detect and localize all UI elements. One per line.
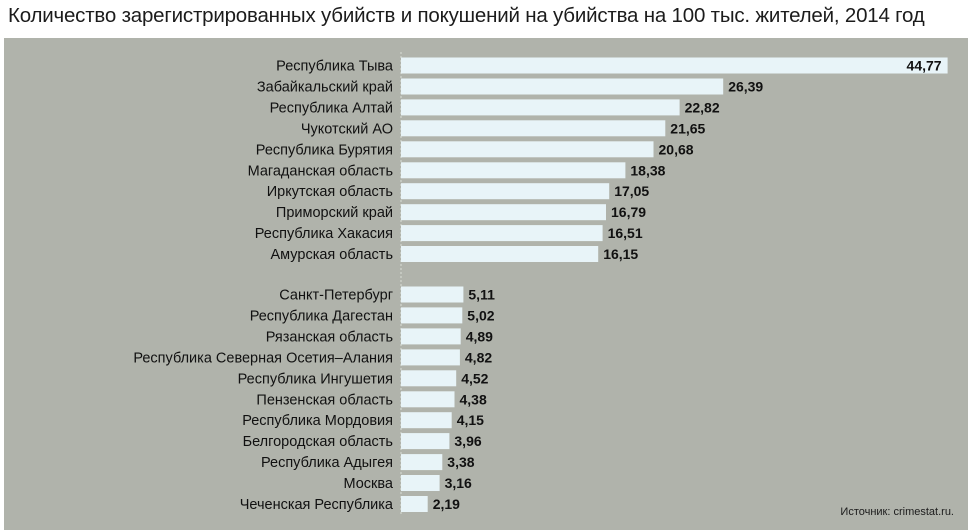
bar — [401, 496, 428, 512]
category-label: Республика Алтай — [270, 100, 393, 116]
bar — [401, 225, 603, 242]
value-label: 17,05 — [614, 183, 649, 199]
bar — [401, 433, 450, 450]
value-label: 5,02 — [467, 307, 494, 323]
value-label: 4,15 — [457, 412, 484, 428]
bar — [401, 162, 626, 179]
source-note: Источник: crimestat.ru. — [840, 506, 954, 518]
category-label: Иркутская область — [267, 184, 393, 200]
value-label: 16,79 — [611, 204, 646, 220]
value-label: 20,68 — [659, 141, 694, 157]
value-label: 26,39 — [728, 79, 763, 95]
category-label: Республика Ингушетия — [238, 371, 393, 387]
category-label: Республика Бурятия — [256, 142, 393, 158]
category-label: Республика Хакасия — [255, 226, 393, 242]
category-label: Москва — [343, 476, 393, 492]
value-label: 3,38 — [447, 454, 474, 470]
category-label: Магаданская область — [248, 163, 393, 179]
value-label: 4,38 — [460, 391, 487, 407]
category-label: Рязанская область — [266, 329, 393, 345]
category-label: Республика Мордовия — [242, 413, 393, 429]
value-label: 4,52 — [461, 370, 488, 386]
bar — [401, 99, 680, 116]
value-label: 16,51 — [608, 225, 643, 241]
bar — [401, 412, 452, 429]
category-label: Амурская область — [271, 247, 394, 263]
bar — [401, 78, 724, 95]
bar — [401, 370, 457, 387]
category-label: Пензенская область — [256, 392, 393, 408]
value-label: 44,77 — [907, 58, 942, 74]
bar — [401, 307, 463, 324]
bar — [401, 391, 455, 408]
bar — [401, 183, 610, 200]
value-label: 4,89 — [466, 328, 493, 344]
bar — [401, 328, 461, 345]
category-label: Чукотский АО — [301, 121, 393, 137]
category-label: Чеченская Республика — [240, 497, 394, 513]
bar — [401, 286, 464, 303]
chart-title: Количество зарегистрированных убийств и … — [8, 4, 925, 27]
value-label: 2,19 — [433, 496, 460, 512]
bar — [401, 349, 460, 366]
category-label: Республика Дагестан — [250, 308, 393, 324]
value-label: 16,15 — [603, 246, 638, 262]
category-label: Санкт-Петербург — [279, 288, 393, 304]
value-label: 18,38 — [630, 162, 665, 178]
category-label: Приморский край — [276, 205, 393, 221]
bar — [401, 120, 666, 137]
bar — [401, 204, 606, 221]
category-label: Забайкальский край — [257, 80, 393, 96]
value-label: 5,11 — [468, 287, 495, 303]
chart-panel: Республика Тыва 44,77 Забайкальский край 26… — [4, 38, 968, 530]
bar-chart: Республика Тыва 44,77 Забайкальский край 26… — [133, 52, 948, 516]
category-label: Республика Адыгея — [261, 455, 393, 471]
value-label: 4,82 — [465, 349, 492, 365]
bar — [401, 141, 654, 158]
value-label: 3,16 — [445, 475, 472, 491]
bar — [401, 246, 599, 262]
category-label: Белгородская область — [243, 434, 393, 450]
value-label: 22,82 — [685, 99, 720, 115]
bar — [401, 454, 443, 471]
value-label: 3,96 — [454, 433, 481, 449]
value-label: 21,65 — [670, 120, 705, 136]
bar — [401, 475, 440, 491]
bar — [401, 57, 948, 74]
category-label: Республика Северная Осетия–Алания — [133, 350, 393, 366]
category-label: Республика Тыва — [276, 59, 394, 75]
